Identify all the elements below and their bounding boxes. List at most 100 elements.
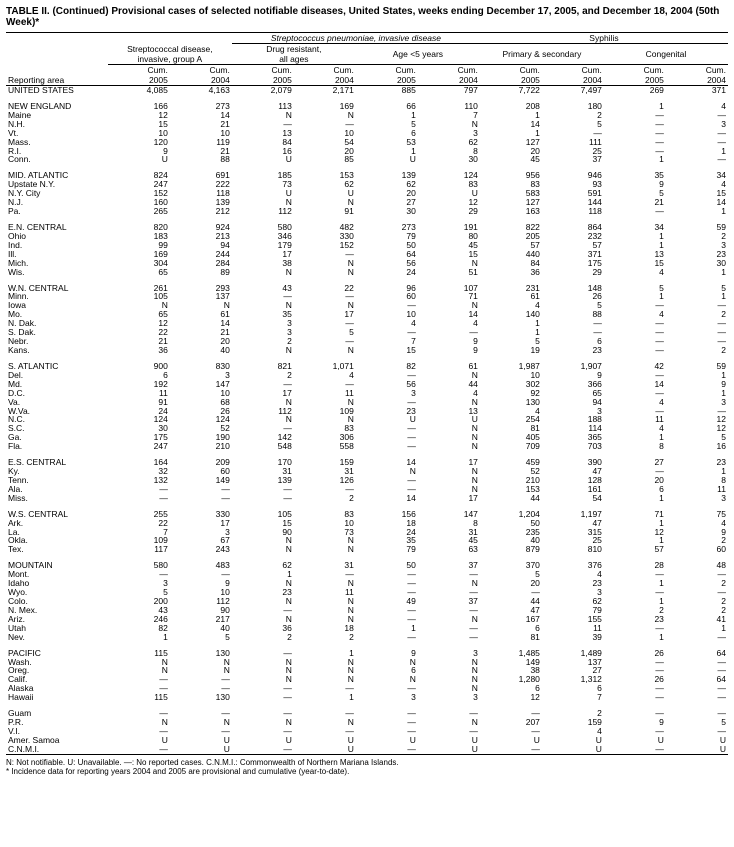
- value-cell: 273: [170, 99, 232, 111]
- table-row: N. Mex.4390—N——477922: [6, 606, 728, 615]
- value-cell: 4: [294, 371, 356, 380]
- value-cell: 797: [418, 86, 480, 95]
- table-row: Mich.30428438N56N841751530: [6, 259, 728, 268]
- data-table: Streptococcus pneumoniae, invasive disea…: [6, 32, 728, 755]
- area-cell: S. Dak.: [6, 328, 108, 337]
- value-cell: 1: [356, 147, 418, 156]
- value-cell: —: [294, 485, 356, 494]
- value-cell: 44: [480, 597, 542, 606]
- value-cell: U: [542, 736, 604, 745]
- value-cell: 709: [480, 442, 542, 451]
- value-cell: 59: [666, 359, 728, 371]
- value-cell: —: [666, 138, 728, 147]
- value-cell: —: [170, 706, 232, 718]
- value-cell: 346: [232, 232, 294, 241]
- value-cell: 1,485: [480, 646, 542, 658]
- value-cell: 44: [480, 494, 542, 503]
- value-cell: 110: [418, 99, 480, 111]
- value-cell: 1: [604, 433, 666, 442]
- value-cell: 261: [108, 281, 170, 293]
- value-cell: 57: [480, 241, 542, 250]
- value-cell: 482: [294, 220, 356, 232]
- value-cell: 365: [542, 433, 604, 442]
- value-cell: 946: [542, 168, 604, 180]
- value-cell: 9: [666, 380, 728, 389]
- value-cell: —: [604, 745, 666, 754]
- value-cell: 96: [356, 281, 418, 293]
- value-cell: 43: [108, 606, 170, 615]
- value-cell: 200: [108, 597, 170, 606]
- value-cell: —: [232, 693, 294, 702]
- value-cell: 4: [604, 268, 666, 277]
- value-cell: —: [604, 129, 666, 138]
- value-cell: 34: [604, 220, 666, 232]
- value-cell: 152: [294, 241, 356, 250]
- value-cell: 3: [542, 588, 604, 597]
- value-cell: N: [294, 545, 356, 554]
- value-cell: —: [356, 745, 418, 754]
- value-cell: 212: [170, 207, 232, 216]
- value-cell: 4: [666, 180, 728, 189]
- value-cell: 137: [170, 292, 232, 301]
- area-cell: Calif.: [6, 675, 108, 684]
- value-cell: —: [356, 442, 418, 451]
- area-cell: PACIFIC: [6, 646, 108, 658]
- value-cell: 11: [666, 485, 728, 494]
- table-row: R.I.9211620182025—1: [6, 147, 728, 156]
- value-cell: 155: [542, 615, 604, 624]
- value-cell: 117: [108, 545, 170, 554]
- table-row: Ark.22171510188504714: [6, 519, 728, 528]
- value-cell: —: [542, 319, 604, 328]
- value-cell: 2: [232, 337, 294, 346]
- value-cell: 5: [666, 281, 728, 293]
- value-cell: 64: [666, 646, 728, 658]
- value-cell: 2: [604, 606, 666, 615]
- value-cell: 4: [480, 407, 542, 416]
- value-cell: 50: [480, 519, 542, 528]
- value-cell: —: [604, 588, 666, 597]
- value-cell: 84: [480, 259, 542, 268]
- area-cell: D.C.: [6, 389, 108, 398]
- value-cell: 830: [170, 359, 232, 371]
- table-row: Del.6324—N109—1: [6, 371, 728, 380]
- value-cell: —: [356, 579, 418, 588]
- value-cell: 92: [480, 389, 542, 398]
- value-cell: 24: [108, 407, 170, 416]
- hdr-cum2004: Cum.2004: [666, 65, 728, 86]
- value-cell: 118: [542, 207, 604, 216]
- value-cell: 63: [418, 545, 480, 554]
- value-cell: 265: [108, 207, 170, 216]
- value-cell: —: [480, 745, 542, 754]
- value-cell: 42: [604, 359, 666, 371]
- value-cell: —: [232, 485, 294, 494]
- value-cell: U: [232, 155, 294, 164]
- value-cell: 15: [418, 250, 480, 259]
- value-cell: 293: [170, 281, 232, 293]
- table-row: Pa.265212112913029163118—1: [6, 207, 728, 216]
- value-cell: 124: [418, 168, 480, 180]
- value-cell: 37: [418, 558, 480, 570]
- value-cell: 89: [170, 268, 232, 277]
- value-cell: 371: [542, 250, 604, 259]
- table-row: Amer. SamoaUUUUUUUUUU: [6, 736, 728, 745]
- value-cell: 10: [356, 310, 418, 319]
- value-cell: 1: [604, 633, 666, 642]
- value-cell: 254: [480, 415, 542, 424]
- value-cell: —: [666, 727, 728, 736]
- area-cell: Mich.: [6, 259, 108, 268]
- area-cell: C.N.M.I.: [6, 745, 108, 754]
- value-cell: 1: [480, 129, 542, 138]
- value-cell: 91: [108, 398, 170, 407]
- value-cell: 9: [108, 147, 170, 156]
- area-cell: Ky.: [6, 467, 108, 476]
- value-cell: U: [666, 736, 728, 745]
- value-cell: 821: [232, 359, 294, 371]
- area-cell: Oreg.: [6, 666, 108, 675]
- table-row: S. Dak.222135——1———: [6, 328, 728, 337]
- value-cell: —: [294, 570, 356, 579]
- value-cell: —: [294, 120, 356, 129]
- value-cell: 11: [604, 415, 666, 424]
- value-cell: 140: [480, 310, 542, 319]
- value-cell: 10: [294, 129, 356, 138]
- value-cell: 45: [418, 536, 480, 545]
